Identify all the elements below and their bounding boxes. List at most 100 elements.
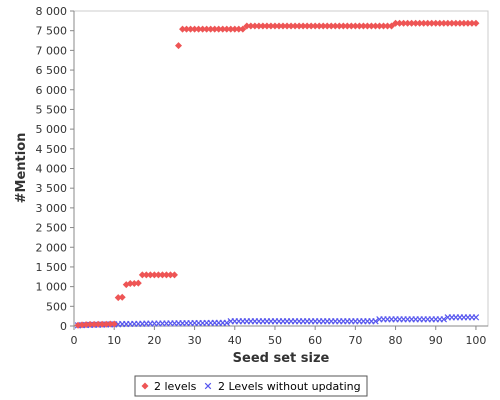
data-point-2-levels [408,19,416,27]
legend-marker [204,382,212,390]
data-point-2-levels [183,25,191,33]
data-point-2-levels [138,271,146,279]
data-point-2-levels [323,22,331,30]
data-point-2-levels [420,19,428,27]
x-tick-label: 80 [389,334,403,347]
y-tick-label: 3 500 [36,182,68,195]
data-point-2-levels [170,271,178,279]
data-point-2-levels [243,22,251,30]
y-tick-label: 3 000 [36,202,68,215]
data-point-2-levels [275,22,283,30]
data-point-2-levels [247,22,255,30]
x-tick-label: 100 [465,334,486,347]
y-tick-label: 5 500 [36,103,68,116]
x-tick-label: 30 [188,334,202,347]
y-tick-label: 8 000 [36,5,68,18]
data-point-2-levels [231,25,239,33]
data-point-2-levels [295,22,303,30]
data-point-2-levels [392,19,400,27]
data-point-2-levels-without-updating [372,318,379,325]
data-point-2-levels [215,25,223,33]
data-point-2-levels [195,25,203,33]
data-point-2-levels [404,19,412,27]
data-point-2-levels [468,19,476,27]
y-tick-label: 1 500 [36,261,68,274]
data-point-2-levels [158,271,166,279]
x-tick-label: 70 [348,334,362,347]
data-point-2-levels [78,321,86,329]
y-tick-label: 500 [46,300,67,313]
data-point-2-levels [263,22,271,30]
data-point-2-levels [315,22,323,30]
data-point-2-levels [379,22,387,30]
y-tick-label: 4 000 [36,163,68,176]
data-point-2-levels [267,22,275,30]
data-point-2-levels [154,271,162,279]
data-point-2-levels [130,279,138,287]
data-point-2-levels [283,22,291,30]
data-point-2-levels [355,22,363,30]
data-point-2-levels [347,22,355,30]
y-tick-label: 7 500 [36,25,68,38]
data-point-2-levels [331,22,339,30]
data-point-2-levels [219,25,227,33]
x-tick-label: 60 [308,334,322,347]
data-point-2-levels [371,22,379,30]
y-tick-label: 6 000 [36,84,68,97]
legend: 2 levels 2 Levels without updating [134,375,368,397]
data-point-2-levels [412,19,420,27]
legend-label: 2 Levels without updating [218,380,361,393]
x-tick-label: 90 [429,334,443,347]
data-point-2-levels [303,22,311,30]
series-layer [74,19,480,329]
data-point-2-levels [142,271,150,279]
plot-area: 0 10 20 30 40 50 60 70 80 90 100 0 500 1 000 1 500 2 0… [36,5,489,347]
data-point-2-levels [126,279,134,287]
x-axis-title: Seed set size [233,351,330,366]
data-point-2-levels [227,25,235,33]
y-tick-label: 0 [60,320,67,333]
data-point-2-levels [94,320,102,328]
x-tick-label: 10 [107,334,121,347]
data-point-2-levels [448,19,456,27]
data-point-2-levels [191,25,199,33]
data-point-2-levels [146,271,154,279]
data-point-2-levels [351,22,359,30]
data-point-2-levels-without-updating [472,314,480,321]
data-point-2-levels [271,22,279,30]
data-point-2-levels [428,19,436,27]
data-point-2-levels [251,22,259,30]
data-point-2-levels [432,19,440,27]
data-point-2-levels [456,19,464,27]
data-point-2-levels [319,22,327,30]
data-point-2-levels [187,25,195,33]
data-point-2-levels [384,22,392,30]
data-point-2-levels [400,19,408,27]
data-point-2-levels [90,320,98,328]
data-point-2-levels [114,294,122,302]
data-point-2-levels [110,320,118,328]
y-tick-label: 2 500 [36,222,68,235]
data-point-2-levels [118,293,126,301]
data-point-2-levels [150,271,158,279]
data-point-2-levels [311,22,319,30]
data-point-2-levels [291,22,299,30]
y-tick-label: 4 500 [36,143,68,156]
data-point-2-levels [452,19,460,27]
data-point-2-levels [162,271,170,279]
data-point-2-levels [299,22,307,30]
series-1 [74,314,480,329]
y-tick-label: 2 000 [36,241,68,254]
legend-items: 2 levels 2 Levels without updating [141,380,361,393]
data-point-2-levels [287,22,295,30]
y-tick-label: 6 500 [36,64,68,77]
data-point-2-levels [436,19,444,27]
data-point-2-levels [166,271,174,279]
data-point-2-levels [223,25,231,33]
data-point-2-levels-without-updating [440,316,448,323]
data-point-2-levels [82,321,90,329]
data-point-2-levels [464,19,472,27]
data-point-2-levels [239,25,247,33]
x-tick-label: 50 [268,334,282,347]
